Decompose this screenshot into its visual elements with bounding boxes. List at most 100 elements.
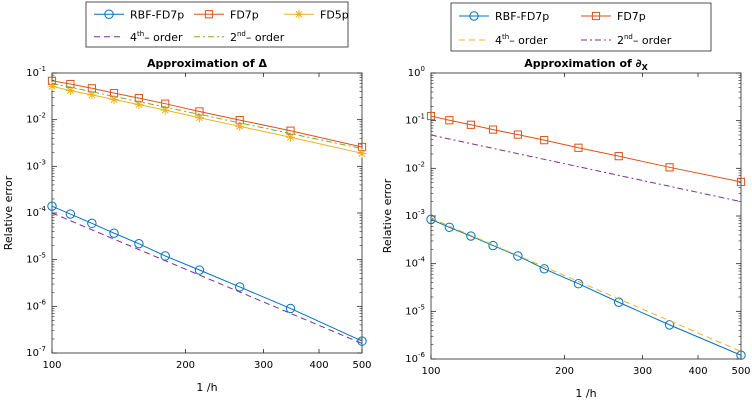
legend-label-fd5: FD5p <box>320 8 349 21</box>
data-point-fd7 <box>445 116 454 125</box>
legend-marker-rbf <box>469 11 479 21</box>
legend-label-ref2: 2nd– order <box>617 33 672 47</box>
series-line-fd5 <box>51 85 363 154</box>
data-point-fd5 <box>65 86 75 96</box>
data-point-fd7 <box>574 143 583 152</box>
legend-label-fd7: FD7p <box>230 8 259 21</box>
legend-marker-rbf <box>104 9 114 19</box>
legend-box <box>85 1 349 48</box>
legend: RBF-FD7p FD7p FD5p 4th– order 2nd– order <box>85 1 349 48</box>
data-point-fd5 <box>194 113 204 123</box>
y-tick-label: 10-1 <box>405 113 425 127</box>
data-point-fd5 <box>286 132 296 142</box>
y-tick-label: 10-4 <box>26 205 46 219</box>
legend-label-ref2: 2nd– order <box>230 30 285 44</box>
x-axis-label: 1 /h <box>575 387 596 400</box>
data-point-fd7 <box>736 177 746 186</box>
legend-box <box>450 2 712 52</box>
x-tick-label: 500 <box>731 366 750 377</box>
x-tick-label: 300 <box>254 360 273 371</box>
legend-label-ref4: 4th– order <box>130 30 183 44</box>
data-point-fd7 <box>426 111 436 121</box>
data-point-fd5 <box>235 121 245 131</box>
series-line-ref2 <box>430 134 742 203</box>
legend-label-fd7: FD7p <box>617 10 646 23</box>
x-tick-label: 200 <box>176 360 195 371</box>
series-group <box>426 111 746 360</box>
x-axis: 100 200 300 400 500 <box>42 73 372 371</box>
legend-label-rbf: RBF-FD7p <box>130 8 184 21</box>
series-group <box>47 76 367 346</box>
y-tick-label: 10-5 <box>26 252 46 266</box>
right-chart-panel: 100 200 300 400 50010-610-510-410-310-210-11… <box>381 2 751 400</box>
y-axis: 10-7 10-6 10-5 10-4 10-3 10-2 10-1 <box>26 65 362 359</box>
data-point-fd5 <box>357 148 367 158</box>
legend-label-ref4: 4th– order <box>495 33 548 47</box>
data-point-rbf <box>194 265 205 275</box>
chart-title: Approximation of ∂X <box>524 57 648 72</box>
y-axis: 10-6 10-5 10-4 10-3 10-2 10-1 100 <box>405 65 741 365</box>
legend-marker-fd5 <box>294 9 304 19</box>
data-point-fd5 <box>160 105 170 115</box>
chart-title: Approximation of Δ <box>147 57 267 70</box>
data-point-rbf <box>134 238 144 249</box>
y-tick-label: 10-5 <box>405 303 425 317</box>
data-point-rbf <box>664 320 675 330</box>
y-tick-label: 100 <box>408 65 425 79</box>
y-tick-label: 10-2 <box>26 112 46 126</box>
plot-area <box>51 72 363 354</box>
data-point-rbf <box>235 282 245 292</box>
legend-marker-fd7 <box>204 10 214 19</box>
data-point-rbf <box>488 240 498 251</box>
data-point-fd7 <box>466 120 475 129</box>
data-point-fd7 <box>540 136 549 145</box>
data-point-rbf <box>65 209 76 219</box>
data-point-fd7 <box>614 152 623 161</box>
data-point-rbf <box>87 218 97 229</box>
data-point-rbf <box>285 303 296 314</box>
data-point-rbf <box>109 228 119 238</box>
data-point-rbf <box>614 297 624 307</box>
data-point-fd7 <box>488 125 498 134</box>
series-line-rbf <box>51 205 363 342</box>
x-tick-label: 400 <box>688 366 707 377</box>
data-point-rbf <box>357 336 367 346</box>
data-point-rbf <box>426 214 436 225</box>
legend-marker-fd7 <box>591 11 601 21</box>
y-tick-label: 10-1 <box>26 65 46 79</box>
data-point-fd5 <box>134 100 144 110</box>
x-tick-label: 400 <box>309 360 328 371</box>
legend-label-rbf: RBF-FD7p <box>495 10 549 23</box>
data-point-fd7 <box>513 130 522 139</box>
series-line-fd7 <box>430 115 742 183</box>
legend: RBF-FD7p FD7p 4th– order 2nd– order <box>450 2 712 52</box>
x-tick-label: 300 <box>633 366 652 377</box>
y-tick-label: 10-6 <box>26 298 46 312</box>
y-tick-label: 10-4 <box>405 256 425 270</box>
y-tick-label: 10-6 <box>405 351 425 365</box>
x-axis-label: 1 /h <box>196 381 217 394</box>
data-point-rbf <box>513 251 523 261</box>
left-chart-panel: 100 200 300 400 50010-710-610-510-410-310-21… <box>2 1 372 394</box>
y-tick-label: 10-3 <box>26 158 46 172</box>
y-axis-label: Relative error <box>381 178 394 253</box>
y-tick-label: 10-3 <box>405 208 425 222</box>
data-point-fd7 <box>665 163 674 172</box>
data-point-fd5 <box>87 90 97 100</box>
series-line-ref4 <box>430 217 742 352</box>
data-point-rbf <box>539 264 549 274</box>
x-axis: 100 200 300 400 500 <box>421 73 751 377</box>
series-line-rbf <box>430 218 742 356</box>
data-point-rbf <box>736 350 746 360</box>
series-line-ref2 <box>51 82 363 150</box>
y-tick-label: 10-2 <box>405 160 425 174</box>
series-line-ref4 <box>51 212 363 344</box>
x-tick-label: 100 <box>42 360 61 371</box>
x-tick-label: 100 <box>421 366 440 377</box>
data-point-fd5 <box>109 95 119 105</box>
x-tick-label: 200 <box>555 366 574 377</box>
series-line-fd7 <box>51 80 363 148</box>
data-point-rbf <box>466 231 476 241</box>
y-tick-label: 10-7 <box>26 345 46 359</box>
